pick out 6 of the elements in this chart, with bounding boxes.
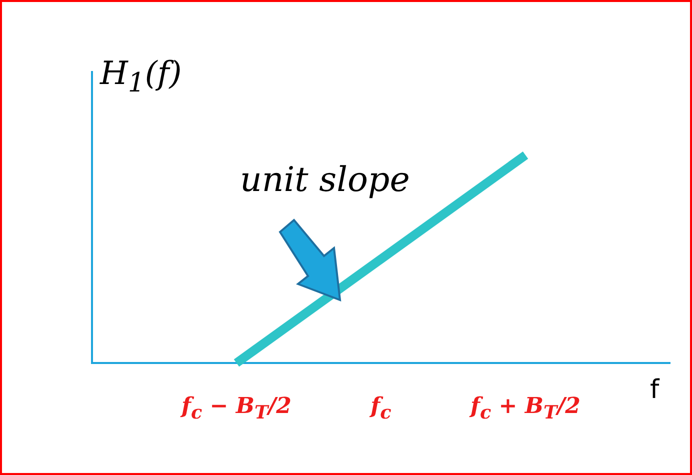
x-tick-label: f$_{c}$ [370,393,392,424]
x-axis-title: f [650,375,660,405]
x-tick-label: f$_{c}$ + B$_{T}$/2 [470,393,580,424]
x-tick-label: f$_{c}$ − B$_{T}$/2 [182,393,292,424]
annotation: unit slope [240,160,410,200]
y-axis-title: H$_{1}$(f) [100,54,182,98]
